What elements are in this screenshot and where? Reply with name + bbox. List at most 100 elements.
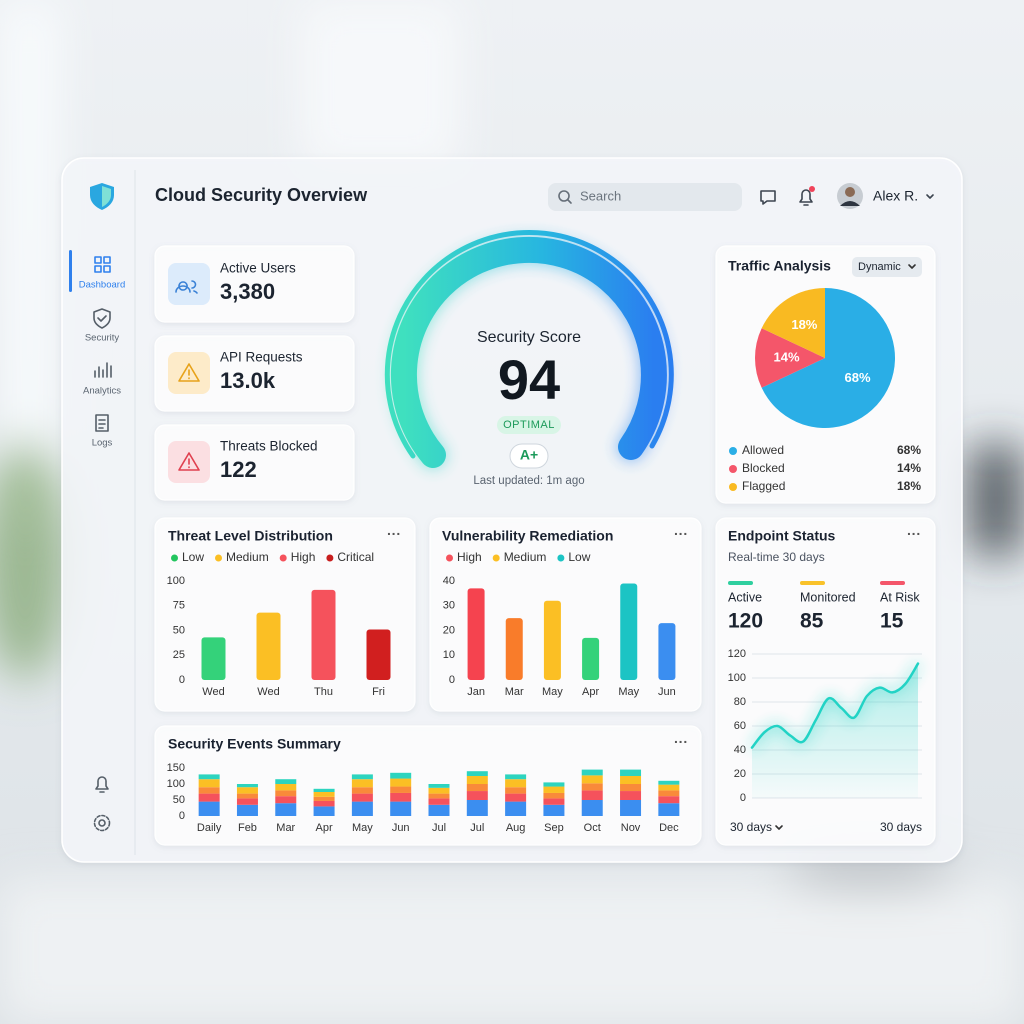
bar-segment <box>236 784 258 788</box>
legend-label: Low <box>182 550 204 564</box>
x-tick-label: Nov <box>621 822 641 834</box>
card-menu[interactable]: ··· <box>674 526 688 542</box>
card-menu[interactable]: ··· <box>387 526 401 542</box>
settings-nav[interactable] <box>98 819 106 827</box>
y-tick-label: 30 <box>443 600 455 612</box>
x-tick-label: Jun <box>392 822 410 834</box>
bar-segment <box>620 784 642 792</box>
range-chevron[interactable] <box>775 825 783 830</box>
bar-segment <box>198 793 220 802</box>
bar <box>311 589 336 680</box>
bar-segment <box>543 804 565 816</box>
avatar-face <box>845 187 855 197</box>
card-menu[interactable]: ··· <box>674 734 688 750</box>
card-menu[interactable]: ··· <box>907 526 921 542</box>
bar-segment <box>390 778 412 787</box>
bar-segment <box>390 772 412 779</box>
messages-button[interactable] <box>760 190 776 205</box>
bar-segment <box>313 800 335 807</box>
bar-segment <box>466 776 488 784</box>
nav-item[interactable]: Dashboard <box>79 280 125 291</box>
bar-segment <box>275 803 297 816</box>
status-label: At Risk <box>880 590 920 604</box>
dashboard-icon <box>94 256 111 273</box>
x-tick-label: Wed <box>202 686 224 698</box>
bar-segment <box>275 779 297 784</box>
y-tick-label: 50 <box>173 794 185 806</box>
nav-item[interactable]: Analytics <box>83 386 121 397</box>
nav-item[interactable]: Security <box>85 333 120 344</box>
legend-label: Medium <box>504 550 547 564</box>
bar-segment <box>505 793 527 802</box>
user-name[interactable]: Alex R. <box>873 188 918 204</box>
settings-gear <box>93 814 111 832</box>
x-tick-label: Thu <box>314 686 333 698</box>
score-value: 94 <box>498 348 560 411</box>
y-tick-label: 40 <box>734 744 746 756</box>
pie-slice <box>761 288 895 429</box>
bar-segment <box>658 803 680 816</box>
y-tick-label: 100 <box>167 778 185 790</box>
nav-item[interactable]: Logs <box>92 438 113 449</box>
bar-segment <box>428 798 450 805</box>
card-subtitle: Real-time 30 days <box>728 550 825 564</box>
dropdown-label: Dynamic <box>858 261 901 273</box>
last-updated: Last updated: 1m ago <box>473 475 584 487</box>
y-tick-label: 20 <box>734 768 746 780</box>
stat-icon-bg <box>168 263 210 305</box>
bar-segment <box>658 780 680 785</box>
score-grade: A+ <box>520 447 538 463</box>
dropdown[interactable] <box>852 257 922 277</box>
bar-segment <box>275 784 297 791</box>
y-tick-label: 80 <box>734 696 746 708</box>
x-tick-label: May <box>352 822 373 834</box>
notification-badge <box>809 186 815 192</box>
bar <box>658 623 676 680</box>
legend-swatch <box>326 554 334 562</box>
bar-segment <box>658 784 680 791</box>
card-title: Traffic Analysis <box>728 258 831 274</box>
bar-segment <box>620 776 642 784</box>
notifications-button[interactable] <box>799 189 813 206</box>
bar-segment <box>505 801 527 816</box>
x-tick-label: Apr <box>582 686 599 698</box>
legend-label: Blocked <box>742 461 785 475</box>
stat-label: Active Users <box>220 261 296 276</box>
stat-value: 122 <box>220 457 257 482</box>
status-bar <box>800 581 825 585</box>
x-tick-label: Aug <box>506 822 526 834</box>
status-value: 85 <box>800 610 824 633</box>
bar-segment <box>543 786 565 793</box>
range-select[interactable]: 30 days <box>730 820 772 834</box>
x-tick-label: Apr <box>316 822 333 834</box>
legend-label: Medium <box>226 550 269 564</box>
bar-segment <box>620 769 642 776</box>
bar-segment <box>198 774 220 780</box>
bar-segment <box>351 801 373 816</box>
x-tick-label: Feb <box>238 822 257 834</box>
bar-segment <box>351 779 373 788</box>
bar-segment <box>351 793 373 802</box>
bar-segment <box>236 787 258 794</box>
legend-label: Allowed <box>742 443 784 457</box>
bar-segment <box>428 787 450 794</box>
bar-segment <box>466 800 488 816</box>
bar-segment <box>313 806 335 816</box>
bar-segment <box>198 779 220 788</box>
search-box[interactable] <box>548 183 742 211</box>
search-icon <box>567 199 572 204</box>
floor <box>0 880 1024 1024</box>
bar-segment <box>390 792 412 802</box>
y-tick-label: 20 <box>443 624 455 636</box>
y-tick-label: 50 <box>173 624 185 636</box>
notifications-nav[interactable] <box>95 776 109 793</box>
user-menu-chevron[interactable] <box>926 194 934 199</box>
y-tick-label: 0 <box>449 674 455 686</box>
legend-swatch <box>729 447 737 455</box>
score-label: Security Score <box>477 329 581 346</box>
y-tick-label: 120 <box>728 648 746 660</box>
x-tick-label: Mar <box>505 686 524 698</box>
legend-label: High <box>457 550 482 564</box>
bar <box>467 588 485 680</box>
